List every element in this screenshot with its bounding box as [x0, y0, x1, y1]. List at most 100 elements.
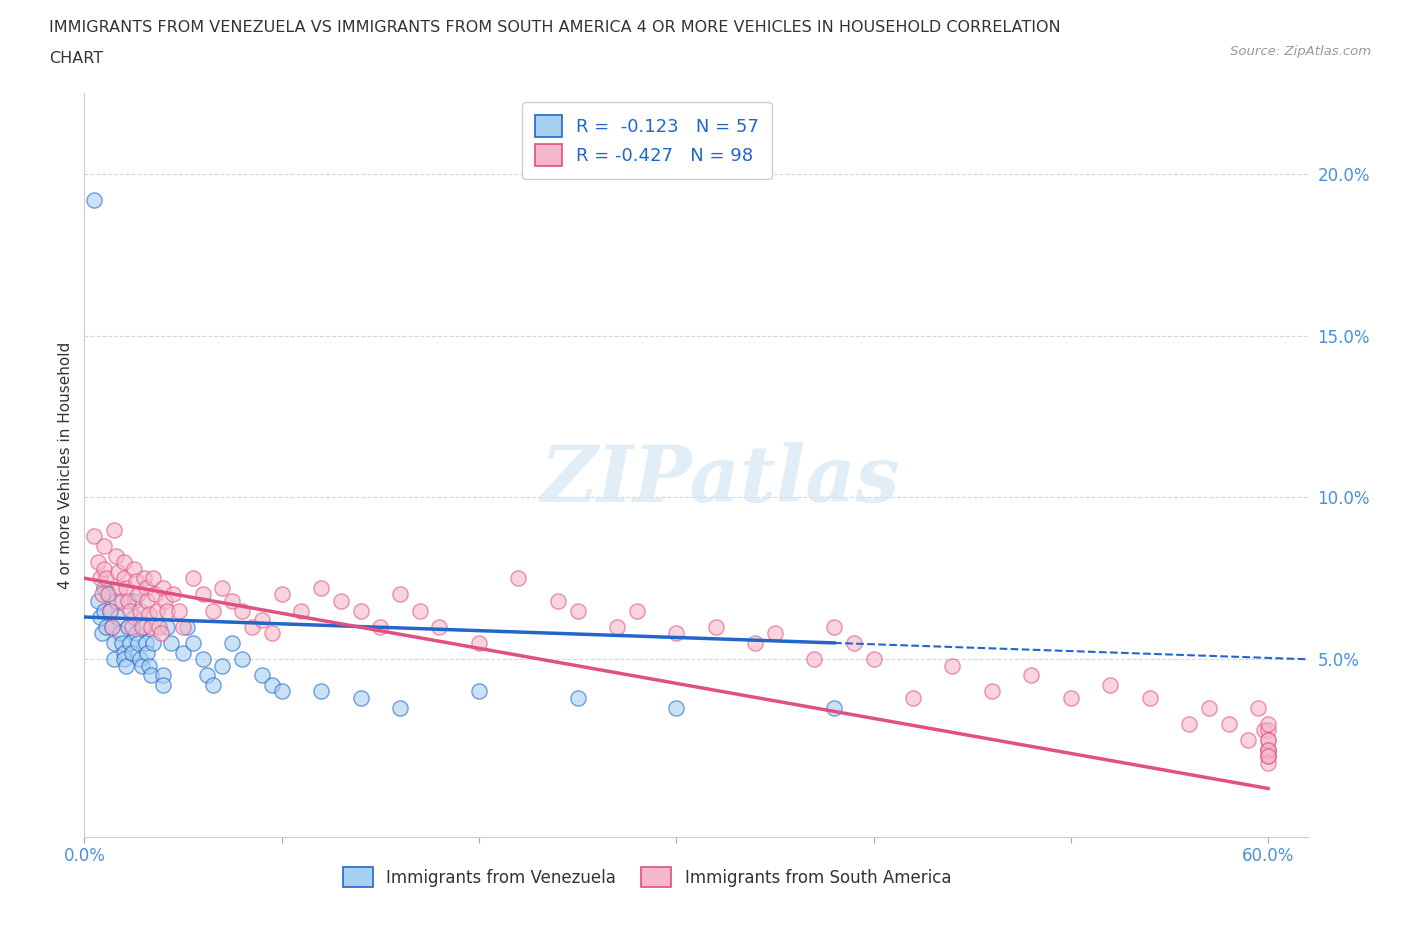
Point	[127, 587, 149, 602]
Point	[172, 645, 194, 660]
Point	[117, 619, 139, 634]
Point	[191, 652, 214, 667]
Point	[112, 645, 135, 660]
Point	[155, 593, 177, 608]
Point	[83, 529, 105, 544]
Point	[429, 619, 451, 634]
Point	[547, 593, 569, 608]
Point	[103, 635, 125, 650]
Point	[136, 645, 159, 660]
Point	[107, 565, 129, 579]
Point	[201, 678, 224, 693]
Point	[132, 571, 155, 586]
Point	[1253, 723, 1275, 737]
Point	[803, 652, 825, 667]
Point	[101, 619, 124, 634]
Point	[1257, 755, 1279, 770]
Point	[94, 619, 117, 634]
Point	[98, 604, 121, 618]
Point	[93, 580, 115, 595]
Point	[103, 652, 125, 667]
Text: CHART: CHART	[49, 51, 103, 66]
Text: IMMIGRANTS FROM VENEZUELA VS IMMIGRANTS FROM SOUTH AMERICA 4 OR MORE VEHICLES IN: IMMIGRANTS FROM VENEZUELA VS IMMIGRANTS …	[49, 20, 1062, 35]
Point	[1247, 700, 1270, 715]
Point	[127, 635, 149, 650]
Point	[152, 668, 174, 683]
Point	[221, 593, 243, 608]
Point	[1021, 668, 1043, 683]
Point	[118, 635, 141, 650]
Point	[114, 658, 136, 673]
Point	[1218, 716, 1240, 731]
Point	[112, 554, 135, 569]
Point	[941, 658, 963, 673]
Point	[1257, 749, 1279, 764]
Point	[135, 580, 157, 595]
Point	[704, 619, 727, 634]
Point	[270, 587, 292, 602]
Point	[901, 690, 924, 705]
Point	[1198, 700, 1220, 715]
Point	[152, 678, 174, 693]
Point	[1257, 749, 1279, 764]
Point	[121, 619, 143, 634]
Point	[128, 652, 150, 667]
Point	[1060, 690, 1083, 705]
Point	[122, 561, 145, 576]
Point	[211, 658, 233, 673]
Point	[108, 580, 131, 595]
Point	[1257, 742, 1279, 757]
Point	[142, 635, 165, 650]
Point	[468, 684, 491, 698]
Point	[1257, 733, 1279, 748]
Point	[1257, 716, 1279, 731]
Point	[114, 580, 136, 595]
Point	[1257, 733, 1279, 748]
Point	[83, 193, 105, 207]
Point	[1099, 678, 1122, 693]
Point	[136, 593, 159, 608]
Point	[231, 604, 253, 618]
Point	[468, 635, 491, 650]
Point	[93, 604, 115, 618]
Point	[309, 684, 332, 698]
Point	[250, 613, 273, 628]
Point	[131, 658, 153, 673]
Point	[148, 619, 170, 634]
Point	[141, 668, 163, 683]
Legend: Immigrants from Venezuela, Immigrants from South America: Immigrants from Venezuela, Immigrants fr…	[335, 858, 959, 896]
Point	[1257, 749, 1279, 764]
Point	[842, 635, 865, 650]
Point	[142, 571, 165, 586]
Point	[118, 604, 141, 618]
Point	[1237, 733, 1260, 748]
Point	[181, 571, 204, 586]
Point	[124, 626, 146, 641]
Point	[665, 626, 688, 641]
Point	[132, 619, 155, 634]
Point	[87, 554, 110, 569]
Point	[131, 619, 153, 634]
Point	[567, 604, 589, 618]
Point	[231, 652, 253, 667]
Point	[141, 619, 163, 634]
Point	[368, 619, 391, 634]
Point	[160, 635, 183, 650]
Point	[1178, 716, 1201, 731]
Point	[107, 609, 129, 624]
Point	[94, 571, 117, 586]
Point	[763, 626, 786, 641]
Point	[270, 684, 292, 698]
Point	[112, 571, 135, 586]
Point	[162, 587, 184, 602]
Point	[862, 652, 884, 667]
Point	[172, 619, 194, 634]
Point	[117, 593, 139, 608]
Point	[260, 678, 283, 693]
Point	[89, 571, 111, 586]
Point	[135, 635, 157, 650]
Point	[240, 619, 263, 634]
Point	[508, 571, 530, 586]
Point	[1257, 723, 1279, 737]
Point	[150, 626, 173, 641]
